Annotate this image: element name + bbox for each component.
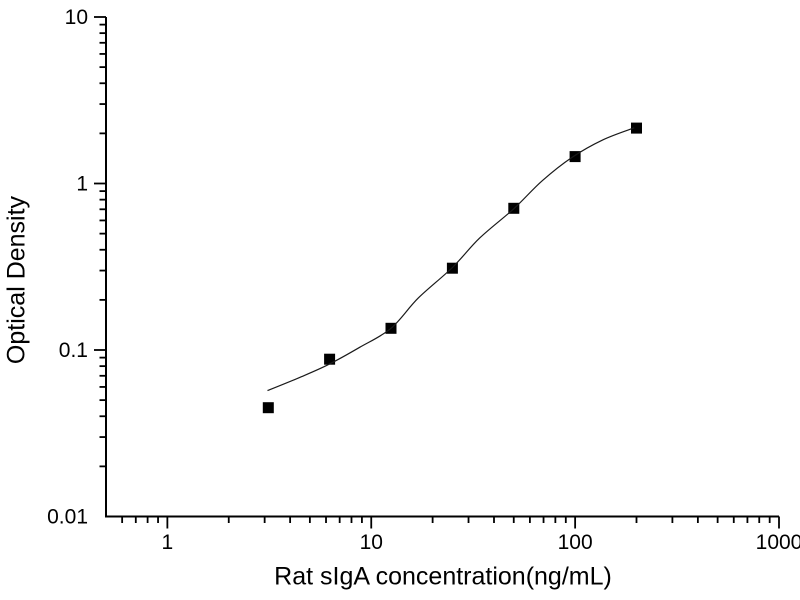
y-axis-title: Optical Density <box>2 195 31 365</box>
x-tick-label: 10 <box>360 531 383 554</box>
data-point-marker <box>631 122 642 134</box>
fitted-curve <box>267 127 635 392</box>
axis-lines <box>105 17 779 518</box>
y-tick-label: 1 <box>76 173 88 196</box>
data-point-marker <box>262 402 274 414</box>
x-tick-label: 1000 <box>756 531 800 554</box>
data-point-marker <box>324 353 336 365</box>
y-tick-label: 0.1 <box>59 339 88 362</box>
x-tick-label: 100 <box>558 531 593 554</box>
y-tick-label: 0.01 <box>47 506 88 529</box>
y-tick-label: 10 <box>65 6 88 29</box>
axes <box>94 16 780 529</box>
data-point-marker <box>569 151 581 163</box>
x-tick-label: 1 <box>162 531 174 554</box>
x-axis-title: Rat sIgA concentration(ng/mL) <box>274 562 612 591</box>
